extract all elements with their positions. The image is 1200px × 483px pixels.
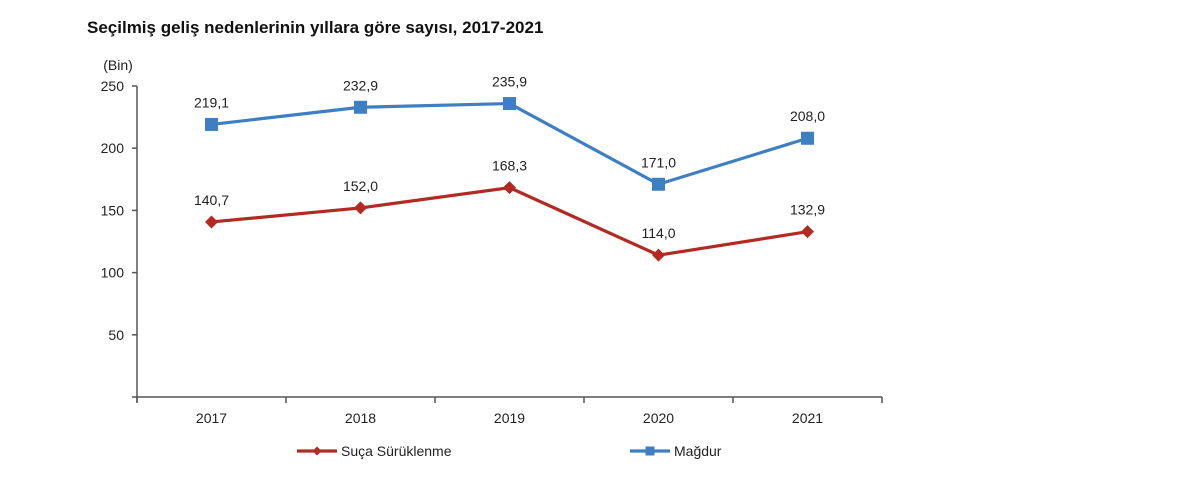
legend-item: Mağdur <box>630 443 722 459</box>
data-label: 219,1 <box>194 94 229 110</box>
diamond-marker-icon <box>205 215 218 229</box>
square-marker-icon <box>354 100 367 114</box>
data-label: 208,0 <box>790 108 825 124</box>
y-tick-label: 100 <box>101 265 125 281</box>
y-tick-label: 200 <box>101 140 125 156</box>
square-marker-icon <box>503 97 516 111</box>
x-tick-label: 2019 <box>494 410 525 426</box>
series-suca-suruklenme: 140,7 152,0 168,3 114,0 132,9 <box>194 158 825 262</box>
legend: Suça Sürüklenme Mağdur <box>297 443 722 459</box>
x-tick-label: 2017 <box>196 410 227 426</box>
diamond-marker-icon <box>354 201 367 215</box>
x-tick-label: 2021 <box>792 410 823 426</box>
data-label: 152,0 <box>343 178 378 194</box>
chart-title: Seçilmiş geliş nedenlerinin yıllara göre… <box>87 18 544 37</box>
axes: 50 100 150 200 250 2017 2018 2019 2020 2021 <box>101 78 883 426</box>
data-label: 171,0 <box>641 154 676 170</box>
data-label: 232,9 <box>343 77 378 93</box>
legend-label: Suça Sürüklenme <box>341 443 452 459</box>
y-axis-unit-label: (Bin) <box>103 57 133 73</box>
square-marker-icon <box>645 446 655 456</box>
data-label: 114,0 <box>642 225 676 241</box>
legend-label: Mağdur <box>674 443 722 459</box>
series-group: 140,7 152,0 168,3 114,0 132,9 219,1 232,9 235,9… <box>194 74 825 262</box>
y-tick-label: 50 <box>108 327 124 343</box>
diamond-marker-icon <box>503 181 516 195</box>
diamond-marker-icon <box>652 248 665 262</box>
x-tick-label: 2020 <box>643 410 674 426</box>
diamond-marker-icon <box>801 225 814 239</box>
series-line <box>211 186 808 257</box>
y-tick-label: 250 <box>101 78 125 94</box>
data-label: 168,3 <box>492 158 527 174</box>
y-tick-label: 150 <box>101 202 125 218</box>
diamond-marker-icon <box>312 446 322 456</box>
x-tick-label: 2018 <box>345 410 376 426</box>
legend-item: Suça Sürüklenme <box>297 443 452 459</box>
data-label: 132,9 <box>790 202 825 218</box>
series-magdur: 219,1 232,9 235,9 171,0 208,0 <box>194 74 825 191</box>
data-label: 140,7 <box>194 192 229 208</box>
square-marker-icon <box>801 131 814 145</box>
data-label: 235,9 <box>492 74 527 90</box>
square-marker-icon <box>652 177 665 191</box>
square-marker-icon <box>205 117 218 131</box>
